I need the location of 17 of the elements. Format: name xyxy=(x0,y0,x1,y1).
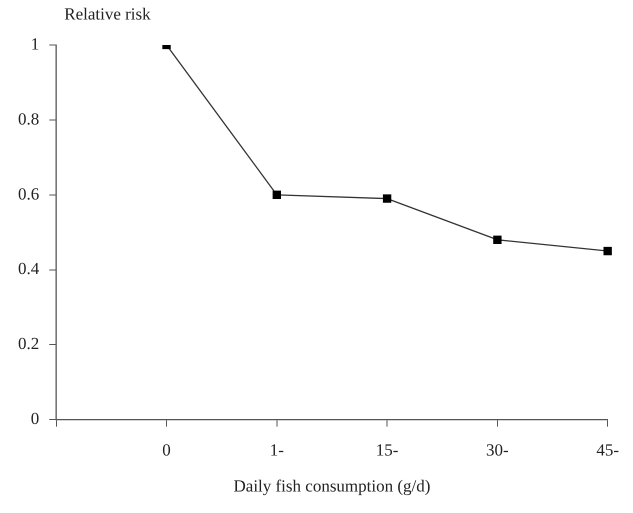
y-tick-label: 0 xyxy=(30,409,40,428)
y-tick-label: 1 xyxy=(30,34,40,54)
x-tick-label: 45- xyxy=(596,440,620,460)
x-tick-label: 0 xyxy=(162,440,171,460)
y-tick-label: 0.2 xyxy=(18,334,40,354)
point xyxy=(603,246,612,256)
point xyxy=(272,190,282,200)
point xyxy=(382,194,392,203)
y-axis-title: Relative risk xyxy=(64,4,152,24)
point xyxy=(493,236,502,244)
x-tick-label: 1- xyxy=(270,440,284,460)
y-tick-label: 0.6 xyxy=(18,184,40,204)
y-tick-label: 0.8 xyxy=(18,109,40,128)
x-tick-label: 30- xyxy=(486,440,510,460)
x-axis-title: Daily fish consumption (g/d) xyxy=(234,476,430,496)
y-tick-label: 0.4 xyxy=(18,259,40,278)
x-tick-label: 15- xyxy=(376,440,399,460)
